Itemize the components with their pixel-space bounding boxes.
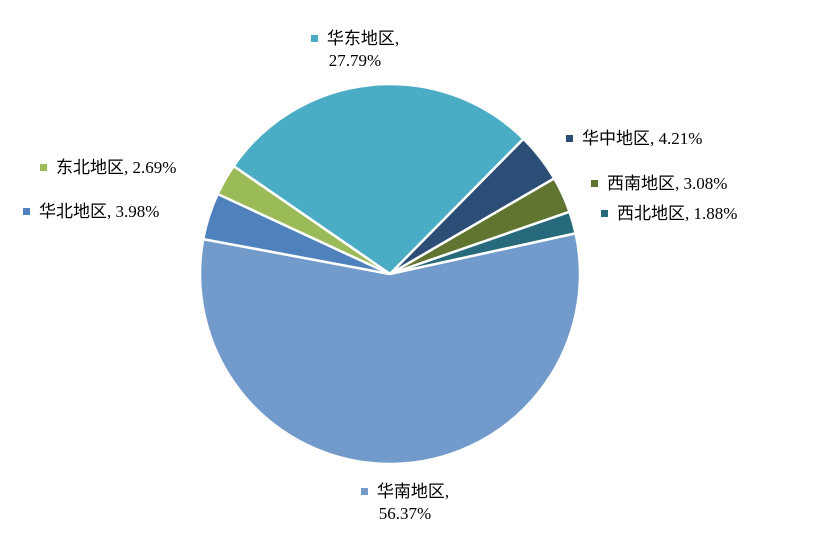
- legend-swatch: [360, 487, 368, 495]
- legend-swatch: [601, 209, 608, 217]
- label-name: 华南地区: [376, 482, 445, 501]
- label-name: 华中地区: [582, 129, 650, 148]
- label-name: 华东地区: [326, 29, 395, 48]
- legend-swatch: [566, 134, 573, 142]
- label-name: 东北地区: [56, 158, 124, 177]
- data-label-huanan: 华南地区, 56.37%: [340, 481, 470, 525]
- data-label-huadong: 华东地区, 27.79%: [290, 28, 420, 72]
- legend-swatch: [310, 34, 318, 42]
- label-value: 2.69%: [132, 158, 177, 177]
- pie-slice-0: [231, 82, 526, 276]
- label-value: 4.21%: [658, 129, 703, 148]
- legend-swatch: [40, 163, 47, 171]
- label-value: 3.08%: [683, 174, 728, 193]
- data-label-huabei: 华北地区, 3.98%: [23, 201, 159, 223]
- pie-slice-4: [198, 231, 582, 466]
- data-label-xibei: 西北地区, 1.88%: [601, 203, 737, 225]
- label-name: 西南地区: [607, 174, 675, 193]
- data-label-xinan: 西南地区, 3.08%: [591, 173, 727, 195]
- label-value: 56.37%: [378, 504, 432, 523]
- label-value: 27.79%: [328, 51, 382, 70]
- label-value: 3.98%: [115, 202, 160, 221]
- data-label-huazhong: 华中地区, 4.21%: [566, 128, 702, 150]
- legend-swatch: [23, 207, 30, 215]
- label-name: 华北地区: [39, 202, 107, 221]
- pie-slice-6: [216, 164, 391, 276]
- label-name: 西北地区: [617, 204, 685, 223]
- data-label-dongbei: 东北地区, 2.69%: [40, 157, 176, 179]
- legend-swatch: [591, 179, 598, 187]
- label-value: 1.88%: [693, 204, 738, 223]
